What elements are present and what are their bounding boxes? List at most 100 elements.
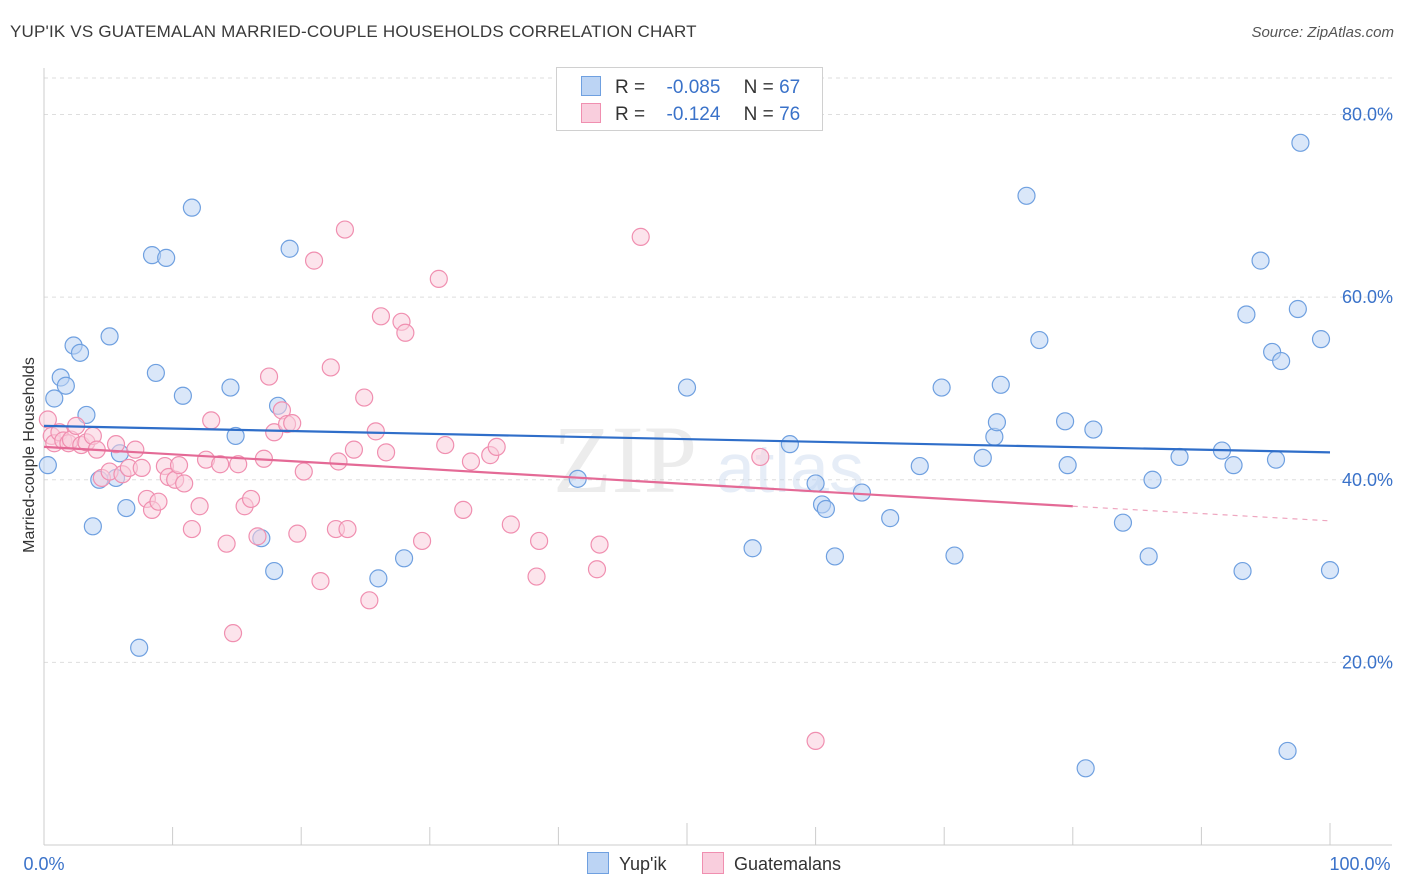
point-guatemalans [355, 388, 374, 407]
y-axis-label: Married-couple Households [21, 357, 38, 553]
y-tick-labels: 20.0% 40.0% 60.0% 80.0% [1342, 105, 1393, 673]
point-guatemalans [126, 440, 145, 459]
point-guatemalans [132, 458, 151, 477]
point-guatemalans [182, 519, 201, 539]
legend-r-label: R = [615, 77, 646, 98]
point-yupik [221, 378, 240, 397]
point-yupik [70, 343, 90, 362]
point-yupik [1266, 450, 1286, 469]
legend-swatch-guatemalans [581, 103, 601, 123]
point-guatemalans [329, 452, 348, 471]
point-guatemalans [321, 358, 340, 377]
y-tick-label: 80.0% [1342, 105, 1393, 125]
point-guatemalans [371, 307, 391, 326]
point-yupik [100, 327, 119, 346]
point-yupik [56, 376, 75, 395]
point-yupik [1278, 741, 1297, 761]
grid-lines [44, 77, 1392, 663]
point-yupik [1251, 251, 1270, 270]
point-guatemalans [344, 440, 364, 459]
point-guatemalans [304, 251, 324, 270]
point-guatemalans [501, 515, 520, 534]
x-tick-label: 0.0% [23, 854, 64, 874]
legend-row-guatemalans: R = -0.124 N = 76 [581, 103, 800, 126]
point-yupik [173, 386, 192, 405]
point-guatemalans [454, 500, 473, 519]
bottom-legend-label-guatemalans: Guatemalans [734, 854, 842, 874]
point-guatemalans [396, 323, 415, 342]
point-yupik [1139, 547, 1158, 566]
point-yupik [45, 389, 64, 408]
legend-n-value-guatemalans: 76 [779, 104, 801, 125]
point-guatemalans [631, 227, 650, 246]
point-guatemalans [265, 423, 284, 442]
chart-title: YUP'IK VS GUATEMALAN MARRIED-COUPLE HOUS… [10, 22, 697, 41]
point-yupik [1291, 133, 1310, 152]
source-label: Source: ZipAtlas.com [1251, 24, 1394, 41]
point-yupik [852, 483, 871, 502]
point-yupik [1113, 513, 1133, 532]
point-yupik [816, 499, 835, 519]
point-guatemalans [229, 455, 248, 474]
point-guatemalans [311, 572, 330, 591]
point-yupik [1233, 561, 1252, 581]
point-guatemalans [412, 531, 432, 551]
point-guatemalans [461, 452, 481, 471]
point-yupik [1320, 561, 1340, 580]
point-yupik [1288, 299, 1307, 319]
point-guatemalans [751, 447, 770, 467]
point-guatemalans [175, 474, 194, 493]
point-guatemalans [338, 519, 357, 539]
point-guatemalans [190, 497, 209, 516]
y-tick-label: 40.0% [1342, 470, 1393, 490]
point-guatemalans [211, 455, 230, 474]
bottom-legend-guatemalans: Guatemalans [702, 852, 841, 875]
point-guatemalans [587, 560, 607, 579]
point-yupik [1076, 759, 1095, 778]
legend-n-label: N = [743, 104, 774, 125]
point-yupik [1224, 456, 1243, 475]
legend-row-yupik: R = -0.085 N = 67 [581, 76, 800, 99]
point-guatemalans [530, 531, 549, 551]
point-yupik [369, 569, 388, 588]
legend-r-value-guatemalans: -0.124 [666, 104, 721, 125]
legend-n-label: N = [743, 77, 774, 98]
point-guatemalans [376, 443, 396, 462]
x-tick-label: 100.0% [1329, 854, 1390, 874]
point-guatemalans [241, 489, 261, 509]
point-yupik [117, 498, 136, 518]
watermark-zip: ZIP [553, 406, 697, 513]
point-guatemalans [149, 492, 168, 511]
correlation-legend: R = -0.085 N = 67 R = -0.124 N = 76 [556, 67, 823, 131]
bottom-legend-swatch-guatemalans [702, 852, 724, 874]
point-yupik [182, 198, 201, 217]
point-yupik [1017, 186, 1036, 205]
point-yupik [146, 363, 165, 383]
point-guatemalans [259, 367, 279, 386]
point-guatemalans [436, 435, 455, 455]
legend-swatch-yupik [581, 76, 601, 96]
point-guatemalans [288, 524, 307, 543]
point-yupik [1170, 447, 1189, 467]
point-yupik [157, 248, 176, 267]
bottom-legend-label-yupik: Yup'ik [619, 854, 667, 874]
point-yupik [226, 426, 245, 446]
point-yupik [83, 517, 102, 536]
point-yupik [973, 448, 992, 467]
point-yupik [1030, 330, 1049, 350]
point-guatemalans [335, 220, 355, 239]
axes [43, 68, 1392, 846]
legend-n-value-yupik: 67 [779, 77, 801, 98]
point-yupik [780, 435, 799, 454]
point-yupik [1055, 412, 1075, 431]
bottom-legend-swatch-yupik [587, 852, 609, 874]
point-yupik [987, 413, 1007, 432]
point-guatemalans [202, 411, 221, 430]
point-yupik [280, 239, 299, 258]
point-yupik [1272, 351, 1291, 371]
point-yupik [910, 456, 929, 476]
point-yupik [881, 509, 900, 528]
point-yupik [130, 638, 149, 657]
bottom-legend-yupik: Yup'ik [587, 852, 666, 875]
